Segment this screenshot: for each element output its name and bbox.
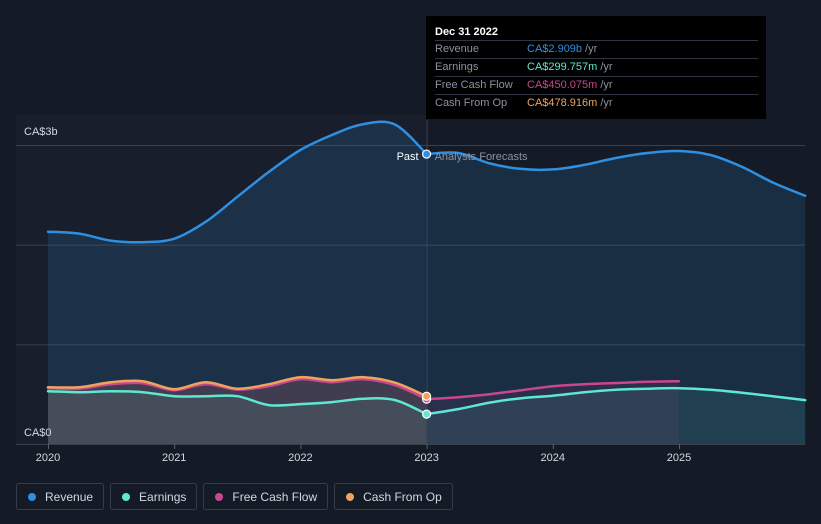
tooltip-unit: /yr: [600, 79, 613, 91]
tooltip-row-revenue: Revenue CA$2.909b /yr: [435, 40, 758, 58]
past-label: Past: [397, 151, 419, 163]
tooltip-value: CA$299.757m: [527, 61, 598, 73]
tooltip-value: CA$450.075m: [527, 79, 598, 91]
line-revenue-past: [46, 120, 428, 244]
legend-dot-icon: [122, 492, 131, 501]
x-tick-label: 2023: [414, 452, 438, 464]
marker-revenue: [422, 149, 432, 159]
x-tick-label: 2020: [36, 452, 60, 464]
legend: Revenue Earnings Free Cash Flow Cash Fro…: [16, 483, 453, 510]
series-lines: [46, 120, 807, 416]
tooltip: Dec 31 2022 Revenue CA$2.909b /yr Earnin…: [426, 16, 766, 119]
tooltip-row-cash-from-op: Cash From Op CA$478.916m /yr: [435, 94, 758, 112]
legend-label: Earnings: [139, 489, 187, 504]
legend-label: Free Cash Flow: [232, 489, 318, 504]
x-tick-label: 2022: [288, 452, 312, 464]
legend-item-free-cash-flow[interactable]: Free Cash Flow: [203, 483, 329, 510]
value-markers: [422, 149, 432, 419]
tooltip-label: Free Cash Flow: [435, 79, 513, 91]
marker-cash-from-op: [422, 391, 432, 401]
tooltip-unit: /yr: [600, 97, 613, 109]
tooltip-row-earnings: Earnings CA$299.757m /yr: [435, 58, 758, 76]
line-earnings-forecast: [425, 386, 807, 416]
legend-label: Revenue: [45, 489, 94, 504]
forecast-label: Analysts Forecasts: [435, 151, 528, 163]
legend-dot-icon: [215, 492, 224, 501]
line-cash-from-op-past: [46, 375, 428, 398]
x-tick-label: 2025: [667, 452, 691, 464]
line-earnings-past: [46, 389, 428, 416]
legend-label: Cash From Op: [363, 489, 442, 504]
x-axis-ticks: 2020 2021 2022 2023 2024 2025: [36, 444, 691, 464]
tooltip-unit: /yr: [585, 43, 598, 55]
line-free-cash-flow-forecast: [425, 379, 681, 401]
legend-item-revenue[interactable]: Revenue: [16, 483, 105, 510]
legend-dot-icon: [28, 492, 36, 501]
area-cash-from-op: [48, 377, 427, 444]
marker-earnings: [422, 409, 432, 419]
x-tick-label: 2021: [162, 452, 186, 464]
x-tick-label: 2024: [541, 452, 565, 464]
legend-item-cash-from-op[interactable]: Cash From Op: [334, 483, 453, 510]
tooltip-label: Cash From Op: [435, 97, 508, 109]
tooltip-value: CA$478.916m: [527, 97, 598, 109]
line-revenue-forecast: [425, 149, 807, 198]
tooltip-row-free-cash-flow: Free Cash Flow CA$450.075m /yr: [435, 76, 758, 94]
gridlines: [16, 145, 805, 445]
tooltip-value: CA$2.909b: [527, 43, 583, 55]
y-tick-top: CA$3b: [24, 126, 58, 138]
tooltip-date: Dec 31 2022: [435, 26, 498, 38]
legend-dot-icon: [346, 492, 355, 501]
tooltip-unit: /yr: [600, 61, 613, 73]
y-tick-bottom: CA$0: [24, 427, 52, 439]
tooltip-label: Revenue: [435, 43, 480, 55]
tooltip-label: Earnings: [435, 61, 479, 73]
legend-item-earnings[interactable]: Earnings: [110, 483, 198, 510]
